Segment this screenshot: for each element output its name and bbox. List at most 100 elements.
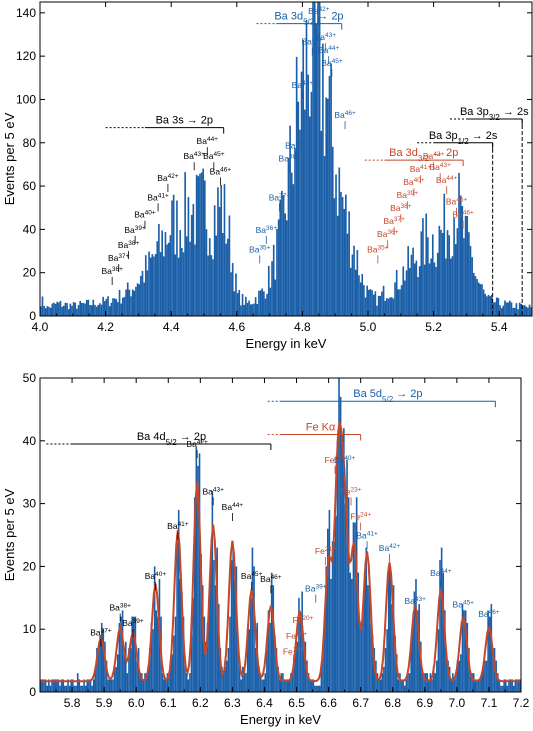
- histogram-bar: [232, 547, 234, 692]
- histogram-bar: [176, 200, 178, 316]
- x-tick-label: 6.7: [352, 696, 369, 710]
- histogram-bar: [102, 629, 105, 692]
- histogram-bar: [410, 254, 413, 316]
- histogram-bar: [91, 685, 93, 692]
- histogram-bar: [41, 679, 44, 692]
- histogram-bar: [519, 679, 521, 692]
- histogram-bar: [189, 673, 191, 692]
- histogram-bar: [528, 304, 531, 316]
- peak-label: Ba41+: [356, 530, 378, 541]
- histogram-bar: [370, 622, 372, 692]
- histogram-bar: [215, 235, 218, 316]
- histogram-bar: [149, 648, 151, 692]
- histogram-bar: [349, 572, 352, 692]
- histogram-bar: [234, 578, 236, 692]
- histogram-bar: [453, 217, 455, 316]
- histogram-bar: [210, 255, 213, 316]
- histogram-bar: [205, 229, 208, 316]
- histogram-bar: [113, 298, 116, 316]
- x-tick-label: 6.5: [288, 696, 305, 710]
- histogram-bar: [363, 572, 366, 692]
- histogram-bar: [420, 231, 423, 316]
- peak-label: Ba42+: [186, 439, 208, 450]
- peak-label: Ba37+: [90, 627, 112, 638]
- histogram-bar: [487, 294, 490, 316]
- histogram-bar: [62, 679, 65, 692]
- plot-area: [40, 378, 521, 692]
- histogram-bar: [354, 269, 357, 316]
- histogram-bar: [228, 215, 231, 316]
- histogram-bar: [500, 685, 502, 692]
- histogram-bar: [56, 301, 59, 316]
- histogram-bar: [464, 610, 467, 692]
- histogram-bar: [99, 303, 101, 316]
- histogram-bar: [192, 203, 195, 316]
- histogram-bar: [266, 641, 268, 692]
- x-tick-label: 7.1: [481, 696, 498, 710]
- histogram-bar: [412, 247, 414, 316]
- histogram-bar: [343, 428, 345, 692]
- histogram-bar: [245, 296, 247, 316]
- histogram-bar: [461, 205, 464, 316]
- histogram-bar: [498, 679, 501, 692]
- histogram-bar: [49, 307, 52, 316]
- histogram-bar: [213, 205, 216, 316]
- histogram-bar: [320, 666, 323, 692]
- peak-label: Ba38+: [279, 153, 301, 164]
- histogram-bar: [116, 654, 119, 692]
- peak-label: Ba38+: [390, 203, 412, 214]
- histogram-bar: [53, 302, 55, 316]
- y-tick-label: 50: [23, 371, 37, 385]
- histogram-bar: [517, 309, 519, 316]
- histogram-bar: [218, 206, 221, 316]
- histogram-bar: [335, 516, 337, 692]
- histogram-bar: [61, 306, 63, 316]
- peak-label: Fe18+: [283, 646, 304, 657]
- histogram-bar: [60, 679, 63, 692]
- histogram-bar: [103, 301, 106, 316]
- histogram-bar: [417, 277, 419, 316]
- histogram-bar: [102, 296, 104, 316]
- histogram-bar: [408, 673, 411, 692]
- histogram-bar: [141, 270, 144, 316]
- histogram-bar: [461, 604, 464, 692]
- histogram-bar: [267, 265, 270, 316]
- y-tick-label: 20: [23, 559, 37, 573]
- histogram-bar: [86, 679, 89, 692]
- histogram-bar: [474, 276, 477, 316]
- histogram-bar: [376, 673, 379, 692]
- histogram-bar: [154, 254, 157, 316]
- histogram-bar: [330, 63, 332, 316]
- histogram-bar: [340, 191, 342, 316]
- histogram-bar: [84, 303, 86, 316]
- histogram-bar: [108, 679, 111, 692]
- histogram-bar: [46, 306, 49, 316]
- histogram-bar: [387, 566, 390, 692]
- histogram-bar: [477, 679, 480, 692]
- histogram-bar: [415, 578, 417, 692]
- histogram-bar: [525, 306, 528, 316]
- histogram-bar: [205, 641, 207, 692]
- histogram-bar: [266, 293, 268, 316]
- peak-label: Ba38+: [118, 240, 140, 251]
- histogram-bar: [220, 184, 223, 316]
- histogram-bar: [464, 215, 467, 316]
- histogram-bar: [325, 566, 327, 692]
- histogram-bar: [497, 298, 500, 316]
- histogram-bar: [131, 289, 134, 316]
- histogram-bar: [107, 679, 109, 692]
- histogram-bar: [302, 648, 305, 692]
- histogram-bar: [318, 685, 321, 692]
- histogram-bar: [128, 648, 130, 692]
- histogram-bar: [121, 610, 124, 692]
- histogram-bar: [516, 679, 518, 692]
- peak-label: Ba44+: [318, 45, 340, 56]
- histogram-bar: [157, 616, 159, 692]
- histogram-bar: [487, 610, 489, 692]
- y-axis-label: Events per 5 eV: [2, 112, 17, 205]
- histogram-bar: [397, 289, 400, 316]
- histogram-bar: [371, 290, 373, 316]
- peak-label: Ba40+: [292, 79, 314, 90]
- peak-label: Fe23+: [341, 486, 362, 497]
- histogram-bar: [168, 673, 170, 692]
